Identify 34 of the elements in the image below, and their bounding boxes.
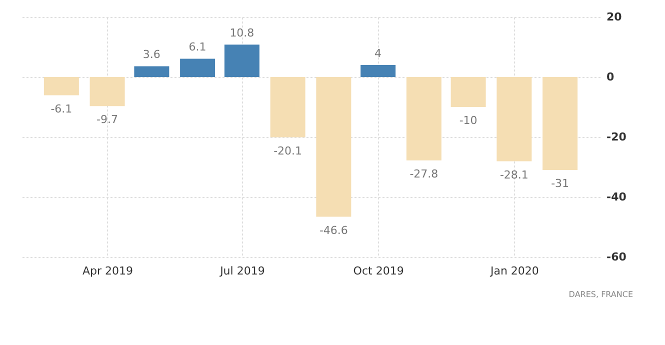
bar <box>496 77 532 162</box>
data-label: 6.1 <box>188 40 206 54</box>
bar <box>316 77 352 217</box>
data-label: -9.7 <box>96 113 118 126</box>
data-label: 10.8 <box>230 26 254 40</box>
x-tick-label: Jul 2019 <box>219 264 265 278</box>
text: DARES, FRANCE <box>568 290 633 299</box>
bar <box>44 77 79 96</box>
data-label: 3.6 <box>142 48 160 62</box>
bar <box>360 65 396 77</box>
data-label: -10 <box>459 114 478 127</box>
data-label: 4 <box>374 47 382 60</box>
bar <box>134 66 170 77</box>
data-label: -27.8 <box>410 167 438 180</box>
bar <box>224 44 260 77</box>
bar <box>180 58 216 77</box>
y-tick-label: -40 <box>606 190 627 204</box>
y-tick-label: -20 <box>606 130 627 144</box>
data-label: -31 <box>551 177 570 190</box>
bar <box>450 77 486 107</box>
y-tick-label: 0 <box>606 70 614 84</box>
x-tick-label: Jan 2020 <box>489 264 539 278</box>
bar <box>542 77 578 170</box>
bar <box>406 77 442 160</box>
y-tick-label: 20 <box>606 10 622 24</box>
data-label: -20.1 <box>274 144 302 158</box>
bar <box>270 77 306 138</box>
y-tick-label: -60 <box>606 250 627 264</box>
data-label: -6.1 <box>50 102 72 116</box>
data-label: -46.6 <box>319 224 348 237</box>
bar <box>90 77 125 106</box>
x-tick-label: Oct 2019 <box>353 264 404 278</box>
data-label: -28.1 <box>500 168 528 182</box>
x-tick-label: Apr 2019 <box>82 264 134 278</box>
